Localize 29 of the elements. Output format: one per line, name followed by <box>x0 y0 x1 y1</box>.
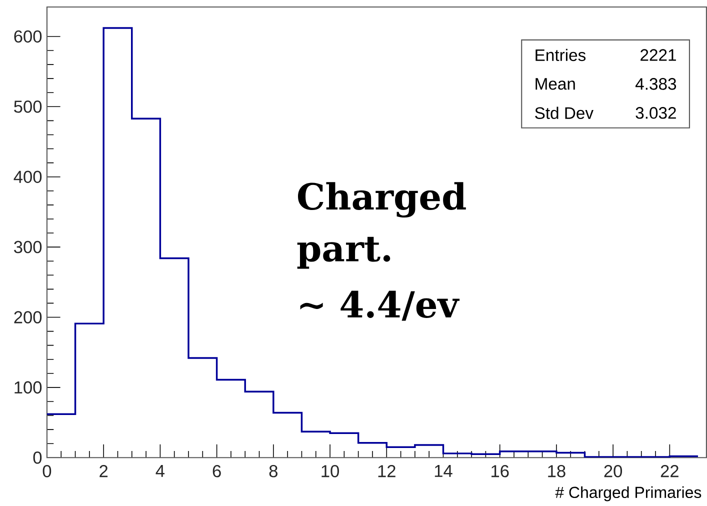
annotation: 4.383 <box>635 78 676 90</box>
x-axis-title: # Charged Primaries <box>555 486 702 502</box>
x-tick-label: 16 <box>492 465 509 478</box>
x-tick-label: 14 <box>434 465 452 478</box>
y-tick-label: 400 <box>14 170 42 184</box>
x-tick-label: 22 <box>660 465 678 478</box>
y-tick-label: 300 <box>14 241 42 254</box>
x-tick-label: 18 <box>548 465 566 478</box>
annotation: ∼ 4.4/ev <box>300 290 460 321</box>
x-tick-label: 0 <box>42 465 52 478</box>
x-tick-label: 8 <box>269 465 278 478</box>
y-tick-label: 600 <box>14 30 42 43</box>
y-tick-label: 100 <box>14 381 42 394</box>
annotation: 2221 <box>640 49 676 61</box>
x-tick-label: 10 <box>322 465 339 478</box>
y-tick-label: 0 <box>33 452 42 464</box>
x-tick-label: 6 <box>212 465 221 478</box>
annotation: part. <box>297 236 390 269</box>
x-tick-label: 2 <box>100 465 108 478</box>
x-tick-label: 12 <box>378 465 396 478</box>
x-tick-label: 4 <box>156 465 165 478</box>
annotation: 3.032 <box>636 107 676 119</box>
annotation: Charged <box>298 182 466 218</box>
annotation: Std Dev <box>535 106 594 120</box>
annotation: Mean <box>536 78 575 90</box>
annotation: Entries <box>536 48 586 62</box>
y-tick-label: 500 <box>14 100 42 113</box>
x-tick-label: 20 <box>604 465 622 478</box>
y-tick-label: 200 <box>14 311 42 324</box>
